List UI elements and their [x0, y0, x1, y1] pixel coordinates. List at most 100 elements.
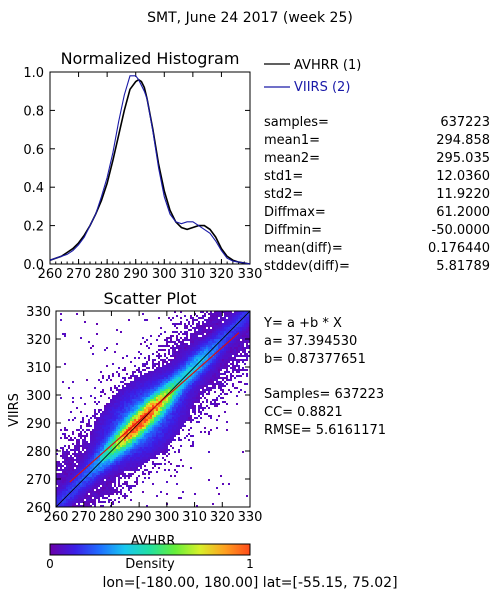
density-cell: [180, 409, 182, 411]
density-cell: [108, 491, 110, 493]
density-cell: [206, 329, 208, 331]
density-cell: [122, 415, 124, 417]
density-cell: [218, 395, 220, 397]
density-cell: [122, 441, 124, 443]
density-cell: [128, 465, 130, 467]
density-cell: [222, 389, 224, 391]
density-cell: [206, 375, 208, 377]
density-cell: [122, 401, 124, 403]
density-cell: [140, 467, 142, 469]
density-cell: [114, 387, 116, 389]
density-cell: [62, 491, 64, 493]
density-cell: [140, 353, 142, 355]
density-cell: [150, 413, 152, 415]
density-cell: [126, 387, 128, 389]
density-cell: [230, 367, 232, 369]
density-cell: [142, 423, 144, 425]
density-cell: [194, 381, 196, 383]
density-cell: [108, 439, 110, 441]
density-cell: [154, 455, 156, 457]
density-cell: [156, 495, 158, 497]
density-cell: [184, 323, 186, 325]
density-cell: [214, 375, 216, 377]
density-cell: [64, 495, 66, 497]
density-cell: [196, 335, 198, 337]
density-cell: [198, 351, 200, 353]
density-cell: [174, 411, 176, 413]
density-cell: [184, 397, 186, 399]
density-cell: [210, 401, 212, 403]
density-cell: [182, 405, 184, 407]
density-cell: [188, 419, 190, 421]
density-cell: [84, 321, 86, 323]
density-cell: [202, 335, 204, 337]
density-cell: [154, 409, 156, 411]
density-cell: [238, 355, 240, 357]
density-cell: [106, 421, 108, 423]
density-cell: [64, 475, 66, 477]
density-cell: [144, 363, 146, 365]
density-cell: [184, 421, 186, 423]
density-cell: [216, 335, 218, 337]
density-cell: [84, 469, 86, 471]
density-cell: [120, 397, 122, 399]
density-cell: [176, 337, 178, 339]
density-cell: [68, 463, 70, 465]
density-cell: [138, 451, 140, 453]
density-cell: [174, 385, 176, 387]
density-cell: [72, 419, 74, 421]
density-cell: [190, 365, 192, 367]
density-cell: [80, 455, 82, 457]
density-cell: [164, 441, 166, 443]
density-cell: [126, 469, 128, 471]
density-cell: [216, 311, 218, 313]
density-cell: [164, 463, 166, 465]
density-cell: [118, 389, 120, 391]
density-cell: [146, 437, 148, 439]
density-cell: [234, 329, 236, 331]
density-cell: [78, 485, 80, 487]
density-cell: [144, 375, 146, 377]
density-cell: [96, 489, 98, 491]
density-cell: [102, 493, 104, 495]
density-cell: [146, 379, 148, 381]
density-cell: [220, 393, 222, 395]
density-cell: [92, 353, 94, 355]
density-cell: [76, 495, 78, 497]
density-cell: [116, 413, 118, 415]
density-cell: [192, 345, 194, 347]
density-cell: [92, 489, 94, 491]
density-cell: [150, 453, 152, 455]
density-cell: [154, 427, 156, 429]
density-cell: [66, 489, 68, 491]
density-cell: [178, 429, 180, 431]
density-cell: [112, 391, 114, 393]
density-cell: [232, 357, 234, 359]
density-cell: [186, 435, 188, 437]
density-cell: [166, 377, 168, 379]
density-cell: [212, 329, 214, 331]
density-cell: [176, 331, 178, 333]
density-cell: [134, 427, 136, 429]
density-cell: [186, 399, 188, 401]
density-cell: [148, 435, 150, 437]
density-cell: [150, 343, 152, 345]
density-cell: [228, 355, 230, 357]
density-cell: [230, 317, 232, 319]
density-cell: [154, 407, 156, 409]
density-cell: [98, 443, 100, 445]
density-cell: [190, 335, 192, 337]
density-cell: [214, 313, 216, 315]
density-cell: [140, 399, 142, 401]
density-cell: [126, 423, 128, 425]
density-cell: [140, 457, 142, 459]
density-cell: [188, 433, 190, 435]
density-cell: [106, 407, 108, 409]
density-cell: [140, 373, 142, 375]
density-cell: [134, 387, 136, 389]
density-cell: [166, 341, 168, 343]
density-cell: [166, 435, 168, 437]
density-cell: [96, 493, 98, 495]
density-cell: [70, 487, 72, 489]
density-cell: [128, 453, 130, 455]
